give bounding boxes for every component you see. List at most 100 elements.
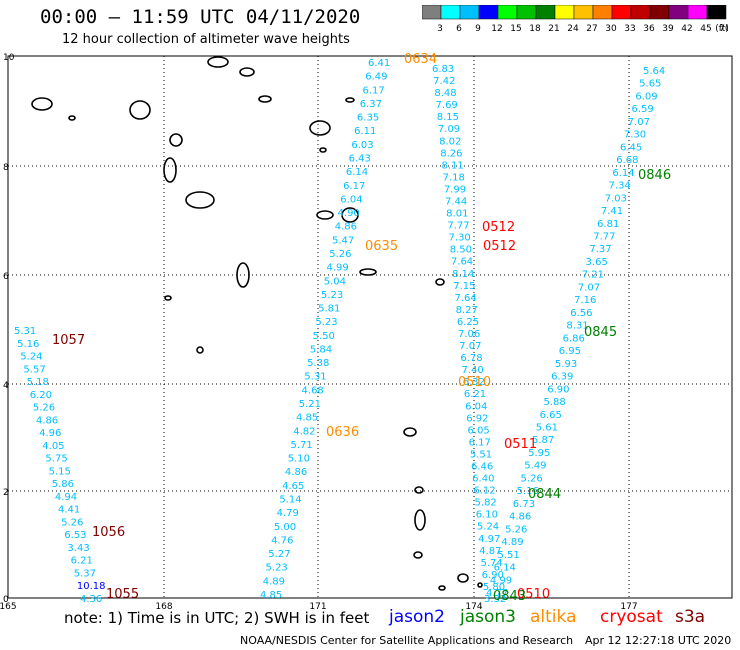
wave-height-value: 6.20 xyxy=(30,390,52,401)
y-axis-label: 2 xyxy=(3,488,9,498)
wave-height-value: 5.51 xyxy=(470,449,492,460)
wave-height-value: 5.18 xyxy=(27,377,49,388)
wave-height-value: 7.42 xyxy=(433,76,455,87)
wave-height-value: 6.14 xyxy=(612,168,634,179)
wave-height-value: 3.65 xyxy=(586,257,608,268)
wave-height-value: 5.75 xyxy=(45,454,67,465)
wave-height-value: 7.64 xyxy=(451,257,473,268)
wave-height-value: 7.07 xyxy=(628,117,650,128)
wave-height-value: 3.32 xyxy=(484,594,506,605)
wave-height-value: 5.82 xyxy=(475,498,497,509)
wave-height-value: 5.14 xyxy=(279,495,301,506)
wave-height-value: 4.86 xyxy=(509,512,531,523)
wave-height-value: 4.86 xyxy=(36,415,58,426)
wave-height-value: 6.21 xyxy=(464,389,486,400)
island-outline xyxy=(185,191,215,209)
wave-height-value: 6.86 xyxy=(563,333,585,344)
island-outline xyxy=(414,486,424,494)
wave-height-value: 6.92 xyxy=(466,413,488,424)
wave-height-value: 10.18 xyxy=(77,581,106,592)
legend-label: 36 xyxy=(643,24,655,34)
wave-height-value: 4.89 xyxy=(263,576,285,587)
wave-height-value: 5.65 xyxy=(639,79,661,90)
wave-height-value: 8.48 xyxy=(434,88,456,99)
pass-time-label: 0843 xyxy=(493,589,526,604)
legend-label: 12 xyxy=(491,24,502,34)
wave-height-value: 5.31 xyxy=(14,326,36,337)
wave-height-value: 6.12 xyxy=(473,486,495,497)
wave-height-value: 6.11 xyxy=(354,126,376,137)
wave-height-value: 7.18 xyxy=(443,172,465,183)
wave-height-value: 8.15 xyxy=(437,112,459,123)
island-outline xyxy=(163,157,177,183)
legend-label: 42 xyxy=(681,24,692,34)
wave-height-value: 7.69 xyxy=(436,100,458,111)
wave-height-value: 5.16 xyxy=(17,339,39,350)
island-outline xyxy=(207,56,229,68)
island-outline xyxy=(403,427,417,437)
wave-height-value: 6.03 xyxy=(351,140,373,151)
wave-height-value: 4.99 xyxy=(326,263,348,274)
wave-height-value: 5.74 xyxy=(480,558,502,569)
island-outline xyxy=(316,210,334,220)
wave-height-value: 7.03 xyxy=(605,193,627,204)
wave-height-value: 4.76 xyxy=(271,535,293,546)
wave-height-value: 5.24 xyxy=(20,352,42,363)
wave-height-value: 5.21 xyxy=(299,399,321,410)
wave-height-value: 5.26 xyxy=(61,517,83,528)
island-outline xyxy=(341,207,359,223)
wave-height-value: 5.47 xyxy=(332,235,354,246)
legend-label: 45 xyxy=(700,24,711,34)
y-axis-label: 8 xyxy=(3,163,9,173)
wave-height-value: 7.07 xyxy=(459,341,481,352)
wave-height-value: 7.30 xyxy=(624,130,646,141)
wave-height-value: 6.10 xyxy=(476,510,498,521)
wave-height-value: 7.77 xyxy=(447,221,469,232)
legend-label: 27 xyxy=(586,24,597,34)
pass-time-label: 0512 xyxy=(483,239,516,254)
wave-height-value: 6.56 xyxy=(570,308,592,319)
wave-height-value: 6.81 xyxy=(597,219,619,230)
island-outline xyxy=(477,582,483,588)
island-outline xyxy=(457,573,469,583)
wave-height-value: 5.80 xyxy=(483,582,505,593)
wave-height-value: 7.77 xyxy=(593,232,615,243)
wave-height-value: 7.41 xyxy=(601,206,623,217)
wave-height-value: 6.68 xyxy=(616,155,638,166)
wave-height-value: 4.94 xyxy=(55,492,77,503)
pass-time-label: 0846 xyxy=(638,168,671,183)
pass-time-label: 0510 xyxy=(517,587,550,602)
wave-height-value: 8.14 xyxy=(452,269,474,280)
island-outline xyxy=(196,346,204,354)
wave-height-value: 5.26 xyxy=(520,473,542,484)
wave-height-value: 6.04 xyxy=(340,194,362,205)
island-outline xyxy=(359,268,377,276)
map-subtitle: 12 hour collection of altimeter wave hei… xyxy=(62,32,350,47)
wave-height-value: 5.81 xyxy=(318,304,340,315)
wave-height-value: 5.37 xyxy=(74,568,96,579)
wave-height-value: 7.09 xyxy=(438,124,460,135)
island-outline xyxy=(164,295,172,301)
island-outline xyxy=(129,100,151,120)
island-outline xyxy=(169,133,183,147)
wave-height-value: 6.83 xyxy=(432,64,454,75)
credit-line: NOAA/NESDIS Center for Satellite Applica… xyxy=(240,634,574,647)
map-frame xyxy=(7,55,733,599)
wave-height-value: 5.31 xyxy=(304,372,326,383)
wave-height-value: 5.23 xyxy=(321,290,343,301)
legend-label: 30 xyxy=(605,24,617,34)
wave-height-value: 8.26 xyxy=(440,148,462,159)
y-axis-label: 4 xyxy=(3,381,9,391)
island-outline xyxy=(435,278,445,286)
wave-height-value: 7.06 xyxy=(458,329,480,340)
wave-height-value: 4.97 xyxy=(478,534,500,545)
wave-height-value: 7.44 xyxy=(445,197,467,208)
island-outline xyxy=(319,147,327,153)
wave-height-value: 5.57 xyxy=(23,364,45,375)
pass-time-label: 0510 xyxy=(458,375,491,390)
wave-height-value: 4.36 xyxy=(80,594,102,605)
wave-height-value: 6.05 xyxy=(467,425,489,436)
wave-height-value: 5.04 xyxy=(324,276,346,287)
wave-height-value: 7.15 xyxy=(453,281,475,292)
